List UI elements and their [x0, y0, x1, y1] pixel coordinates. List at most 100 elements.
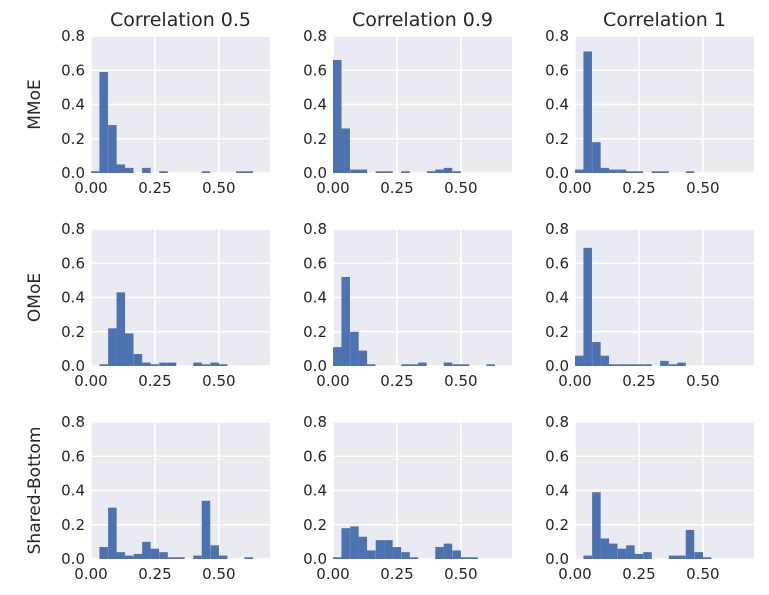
histogram-bar — [125, 555, 134, 559]
histogram-bar — [600, 355, 610, 366]
histogram-bar — [469, 557, 478, 559]
x-tick-label: 0.25 — [138, 179, 171, 197]
y-tick-label: 0.4 — [61, 482, 85, 500]
histogram-bar — [583, 555, 592, 559]
y-tick-label: 0.6 — [545, 61, 569, 79]
histogram-bar — [167, 362, 177, 366]
x-tick-label: 0.00 — [558, 372, 591, 390]
histogram-bar — [244, 171, 253, 173]
y-tick-label: 0.0 — [545, 357, 569, 375]
x-tick-label: 0.25 — [622, 372, 655, 390]
histogram-bar — [575, 355, 584, 366]
y-tick-label: 0.6 — [61, 61, 85, 79]
histogram-bar — [668, 364, 678, 366]
histogram-bar — [617, 169, 627, 173]
x-tick-label: 0.00 — [74, 565, 107, 583]
histogram-bar — [358, 536, 368, 559]
x-tick-label: 0.00 — [316, 179, 349, 197]
histogram-bar — [384, 540, 393, 559]
histogram-bar — [176, 557, 185, 559]
histogram-bar — [626, 364, 635, 366]
x-tick-label: 0.00 — [74, 372, 107, 390]
x-tick-label: 0.25 — [380, 179, 413, 197]
histogram-bar — [210, 545, 219, 559]
histogram-bar — [452, 550, 461, 559]
histogram-bar — [99, 547, 108, 559]
column-title: Correlation 0.5 — [110, 9, 251, 31]
panel-0-1: 0.0 0.2 0.4 0.6 0.8 0.00 0.25 0.50 — [303, 27, 512, 197]
histogram-bar — [125, 333, 134, 366]
histogram-bar — [244, 557, 253, 559]
y-tick-label: 0.6 — [545, 447, 569, 465]
histogram-bar — [375, 540, 385, 559]
histogram-bar — [333, 347, 342, 366]
x-tick-label: 0.25 — [138, 565, 171, 583]
y-tick-label: 0.4 — [61, 289, 85, 307]
y-tick-label: 0.2 — [545, 130, 569, 148]
histogram-bar — [133, 354, 143, 366]
histogram-bar — [150, 548, 160, 559]
histogram-bar — [167, 557, 177, 559]
histogram-bar — [626, 545, 635, 559]
histogram-bar — [651, 171, 661, 173]
y-tick-label: 0.0 — [61, 164, 85, 182]
histogram-bar — [435, 169, 444, 173]
histogram-bar — [592, 492, 601, 559]
histogram-bar — [108, 125, 117, 173]
histogram-bar — [617, 364, 627, 366]
y-tick-label: 0.8 — [61, 27, 85, 45]
histogram-bar — [193, 362, 202, 366]
histogram-bar — [609, 364, 618, 366]
histogram-bar — [443, 543, 453, 559]
histogram-bar — [401, 552, 410, 559]
y-tick-label: 0.6 — [61, 447, 85, 465]
histogram-bar — [685, 171, 695, 173]
histogram-bar — [125, 167, 134, 173]
y-tick-label: 0.2 — [303, 130, 327, 148]
x-tick-label: 0.50 — [202, 179, 235, 197]
histogram-bar — [367, 364, 376, 366]
histogram-bar — [617, 548, 627, 559]
panel-1-2: 0.0 0.2 0.4 0.6 0.8 0.00 0.25 0.50 — [545, 220, 754, 390]
histogram-bar — [592, 342, 601, 366]
histogram-bar — [643, 552, 652, 559]
histogram-bar — [384, 171, 393, 173]
y-tick-label: 0.2 — [545, 516, 569, 534]
histogram-bar — [218, 555, 228, 559]
x-tick-label: 0.00 — [558, 565, 591, 583]
histogram-bar — [193, 555, 202, 559]
histogram-bar — [350, 526, 359, 559]
histogram-bar — [133, 553, 143, 559]
histogram-bar — [333, 557, 342, 559]
x-tick-label: 0.50 — [686, 565, 719, 583]
histogram-bar — [677, 362, 686, 366]
histogram-bar — [392, 547, 402, 559]
y-tick-label: 0.0 — [303, 550, 327, 568]
row-label: Shared-Bottom — [25, 427, 45, 555]
y-tick-label: 0.4 — [303, 96, 327, 114]
histogram-bar — [443, 362, 453, 366]
x-tick-label: 0.00 — [74, 179, 107, 197]
y-tick-label: 0.2 — [61, 130, 85, 148]
y-tick-label: 0.6 — [545, 254, 569, 272]
histogram-bar — [341, 276, 350, 366]
histogram-bar — [702, 557, 712, 559]
histogram-bar — [452, 171, 461, 173]
histogram-bar — [435, 547, 444, 559]
x-tick-label: 0.25 — [622, 565, 655, 583]
x-tick-label: 0.50 — [444, 372, 477, 390]
histogram-bar — [634, 553, 644, 559]
x-tick-label: 0.50 — [686, 179, 719, 197]
y-tick-label: 0.6 — [303, 254, 327, 272]
histogram-bar — [677, 555, 686, 559]
y-tick-label: 0.8 — [545, 413, 569, 431]
x-tick-label: 0.25 — [138, 372, 171, 390]
y-tick-label: 0.0 — [303, 357, 327, 375]
panel-1-1: 0.0 0.2 0.4 0.6 0.8 0.00 0.25 0.50 — [303, 220, 512, 390]
histogram-bar — [575, 169, 584, 173]
column-title: Correlation 1 — [603, 9, 726, 31]
histogram-bar — [333, 59, 342, 173]
x-tick-label: 0.50 — [444, 565, 477, 583]
y-tick-label: 0.2 — [61, 516, 85, 534]
